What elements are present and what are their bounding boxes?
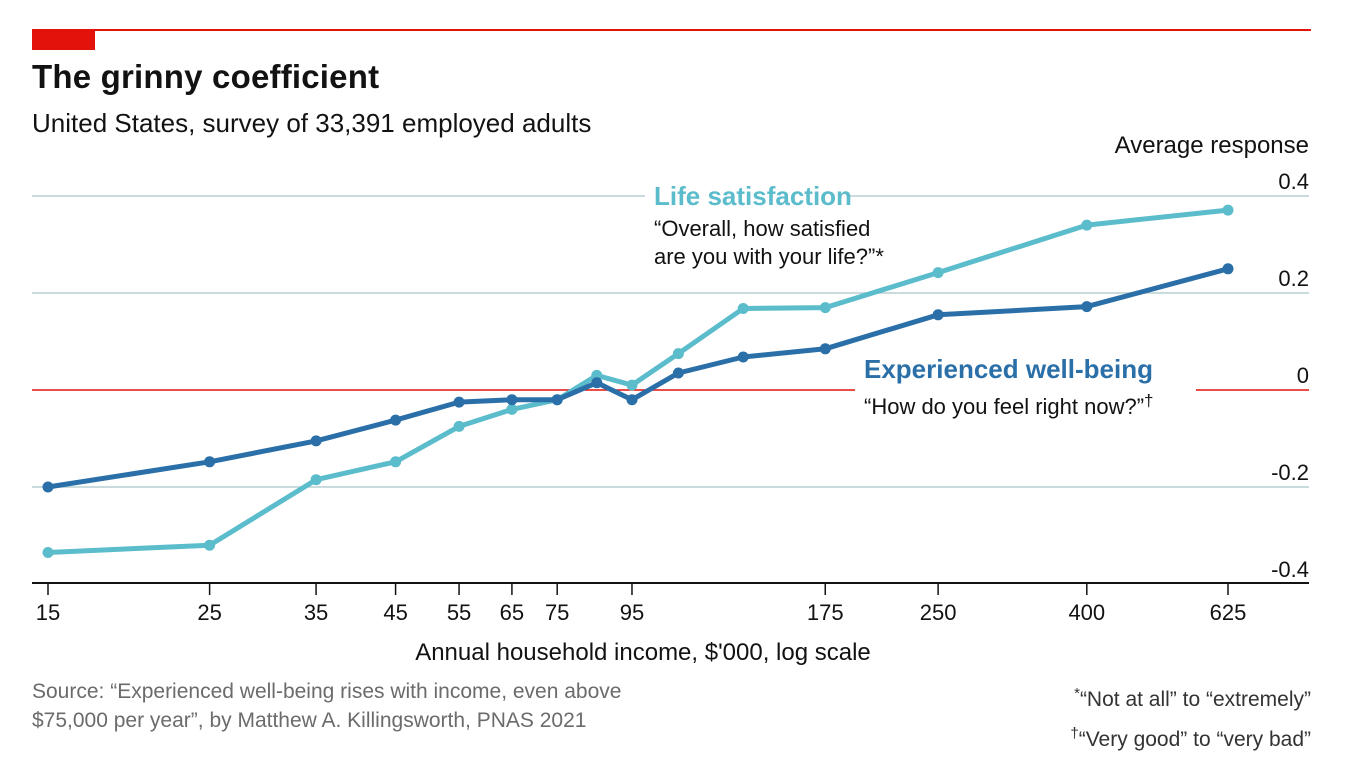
experienced-well-being-point	[42, 481, 54, 493]
well-being-legend-label: Experienced well-being	[864, 354, 1153, 384]
footnote-2-mark: †	[1070, 725, 1079, 742]
life-satisfaction-point	[204, 539, 216, 551]
y-tick-label: -0.4	[1271, 557, 1309, 582]
experienced-well-being-point	[819, 343, 831, 355]
x-tick-label: 35	[304, 600, 328, 625]
experienced-well-being-point	[626, 394, 638, 406]
life-satisfaction-question-line1: “Overall, how satisfied	[654, 216, 870, 241]
life-satisfaction-label-bg	[645, 178, 850, 214]
chart-subtitle: United States, survey of 33,391 employed…	[32, 108, 592, 138]
life-satisfaction-point	[390, 456, 402, 468]
top-rule	[32, 29, 1311, 31]
series-points	[42, 204, 1234, 558]
chart-title: The grinny coefficient	[32, 58, 380, 95]
x-tick-label: 65	[500, 600, 524, 625]
experienced-well-being-point	[1222, 263, 1234, 275]
life-satisfaction-point	[626, 379, 638, 391]
x-tick-label: 250	[920, 600, 957, 625]
experienced-well-being-point	[390, 414, 402, 426]
y-tick-label: 0.2	[1278, 266, 1309, 291]
y-tick-label: -0.2	[1271, 460, 1309, 485]
x-tick-label: 625	[1210, 600, 1247, 625]
life-satisfaction-point	[932, 267, 944, 279]
footnote-2-text: “Very good” to “very bad”	[1078, 728, 1311, 751]
life-satisfaction-point	[453, 420, 465, 432]
life-satisfaction-point	[819, 302, 831, 314]
experienced-well-being-point	[506, 394, 518, 406]
life-satisfaction-point	[737, 303, 749, 314]
x-axis-label: Annual household income, $'000, log scal…	[415, 639, 871, 666]
footnotes: *“Not at all” to “extremely” †“Very good…	[1070, 677, 1311, 757]
x-tick-label: 25	[197, 600, 221, 625]
source-line-1: Source: “Experienced well-being rises wi…	[32, 680, 622, 703]
y-tick-label: 0.4	[1278, 169, 1309, 194]
x-tick-label: 55	[447, 600, 471, 625]
experienced-well-being-point	[1081, 301, 1093, 313]
x-tick-label: 75	[545, 600, 569, 625]
brand-red-tag	[32, 29, 95, 50]
experienced-well-being-point	[551, 394, 563, 406]
experienced-well-being-point	[204, 456, 216, 468]
x-tick-label: 400	[1068, 600, 1105, 625]
footnote-1-mark: *	[1074, 685, 1080, 702]
x-tick-label: 45	[383, 600, 407, 625]
footnote-1-text: “Not at all” to “extremely”	[1079, 688, 1311, 711]
source-note: Source: “Experienced well-being rises wi…	[32, 677, 712, 735]
y-axis-tick-labels: 0.4 0.2 0 -0.2 -0.4	[1271, 169, 1309, 582]
experienced-well-being-point	[672, 367, 684, 379]
y-tick-label: 0	[1297, 363, 1309, 388]
experienced-well-being-point	[310, 435, 322, 447]
experienced-well-being-point	[932, 309, 944, 321]
life-satisfaction-question-line2: are you with your life?”*	[654, 244, 884, 269]
gridlines	[32, 195, 1309, 488]
life-satisfaction-point	[42, 547, 54, 558]
footnote-1: *“Not at all” to “extremely”	[1070, 677, 1311, 717]
life-satisfaction-point	[310, 474, 322, 486]
life-satisfaction-point	[1222, 204, 1234, 216]
experienced-well-being-point	[591, 377, 603, 389]
experienced-well-being-point	[737, 351, 749, 363]
footnote-2: †“Very good” to “very bad”	[1070, 717, 1311, 757]
well-being-question: “How do you feel right now?”†	[864, 391, 1154, 419]
life-satisfaction-point	[672, 348, 684, 360]
x-tick-label: 95	[620, 600, 644, 625]
life-satisfaction-point	[1081, 219, 1093, 231]
life-satisfaction-point	[506, 403, 518, 415]
well-being-label-bg	[855, 350, 1195, 430]
x-tick-label: 175	[807, 600, 844, 625]
y-axis-label: Average response	[1115, 132, 1309, 159]
x-axis-ticks: 15 25 35 45 55 65 75 95 175 250 400 625	[36, 583, 1247, 625]
experienced-well-being-point	[453, 396, 465, 408]
x-tick-label: 15	[36, 600, 60, 625]
life-satisfaction-legend-label: Life satisfaction	[654, 181, 852, 211]
source-line-2: $75,000 per year”, by Matthew A. Killing…	[32, 709, 587, 732]
